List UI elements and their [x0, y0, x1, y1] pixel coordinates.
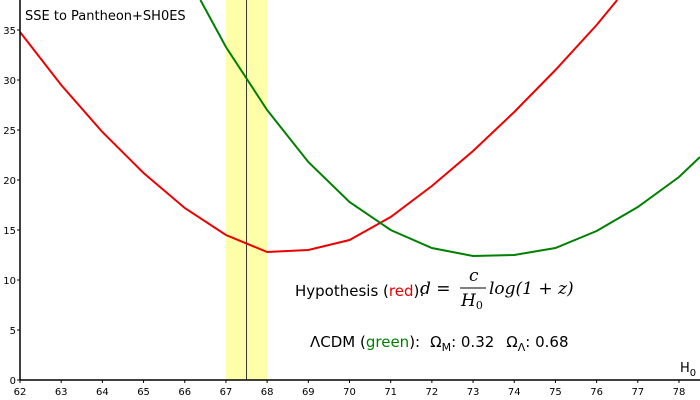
formula-lhs: d = [420, 279, 451, 299]
text: Ω [430, 333, 441, 351]
text: : 0.68 [525, 333, 568, 351]
x-tick-label: 63 [55, 387, 68, 398]
x-tick-label: 62 [14, 387, 27, 398]
text: Λ [518, 341, 526, 354]
formula-den: H0 [460, 291, 483, 312]
y-tick-label: 35 [3, 26, 16, 37]
text: ΛCDM ( [310, 333, 366, 351]
x-tick-label: 72 [426, 387, 439, 398]
plot-area [20, 0, 700, 258]
x-tick-label: 65 [137, 387, 150, 398]
x-tick-label: 74 [508, 387, 521, 398]
x-tick-label: 67 [220, 387, 233, 398]
text: Ω [506, 333, 517, 351]
hypothesis-text: Hypothesis (red): [295, 282, 424, 300]
y-tick-label: 30 [3, 76, 16, 87]
lcdm-text: ΛCDM (green): ΩM: 0.32 ΩΛ: 0.68 [310, 333, 569, 354]
formula-rest: log(1 + z) [489, 279, 574, 299]
x-tick-label: 73 [467, 387, 480, 398]
text: 0 [476, 299, 483, 312]
curve [20, 0, 618, 254]
y-tick-label: 5 [10, 326, 16, 337]
text: : 0.32 [451, 333, 494, 351]
formula-num: c [469, 266, 479, 286]
text: red [389, 282, 414, 300]
text: Hypothesis ( [295, 282, 389, 300]
x-tick-label: 64 [96, 387, 109, 398]
text: green [366, 333, 409, 351]
y-tick-label: 10 [3, 276, 16, 287]
x-tick-label: 70 [343, 387, 356, 398]
text: M [442, 341, 452, 354]
x-axis-label: H0 [680, 361, 696, 379]
x-label-main: H [680, 361, 690, 376]
x-tick-label: 68 [261, 387, 274, 398]
x-tick-label: 71 [384, 387, 397, 398]
x-tick-label: 75 [549, 387, 562, 398]
curve [199, 0, 700, 258]
plot-back [225, 0, 268, 380]
x-tick-label: 77 [631, 387, 644, 398]
x-label-sub: 0 [690, 368, 696, 379]
text: ): [413, 282, 424, 300]
x-tick-label: 66 [178, 387, 191, 398]
text: ): [409, 333, 420, 351]
chart-title: SSE to Pantheon+SH0ES [25, 9, 186, 24]
y-tick-label: 15 [3, 226, 16, 237]
y-tick-label: 25 [3, 126, 16, 137]
y-tick-label: 0 [10, 376, 16, 387]
text: H [460, 291, 477, 311]
x-tick-label: 76 [590, 387, 603, 398]
x-tick-label: 78 [673, 387, 686, 398]
x-tick-label: 69 [302, 387, 315, 398]
y-tick-label: 20 [3, 176, 16, 187]
